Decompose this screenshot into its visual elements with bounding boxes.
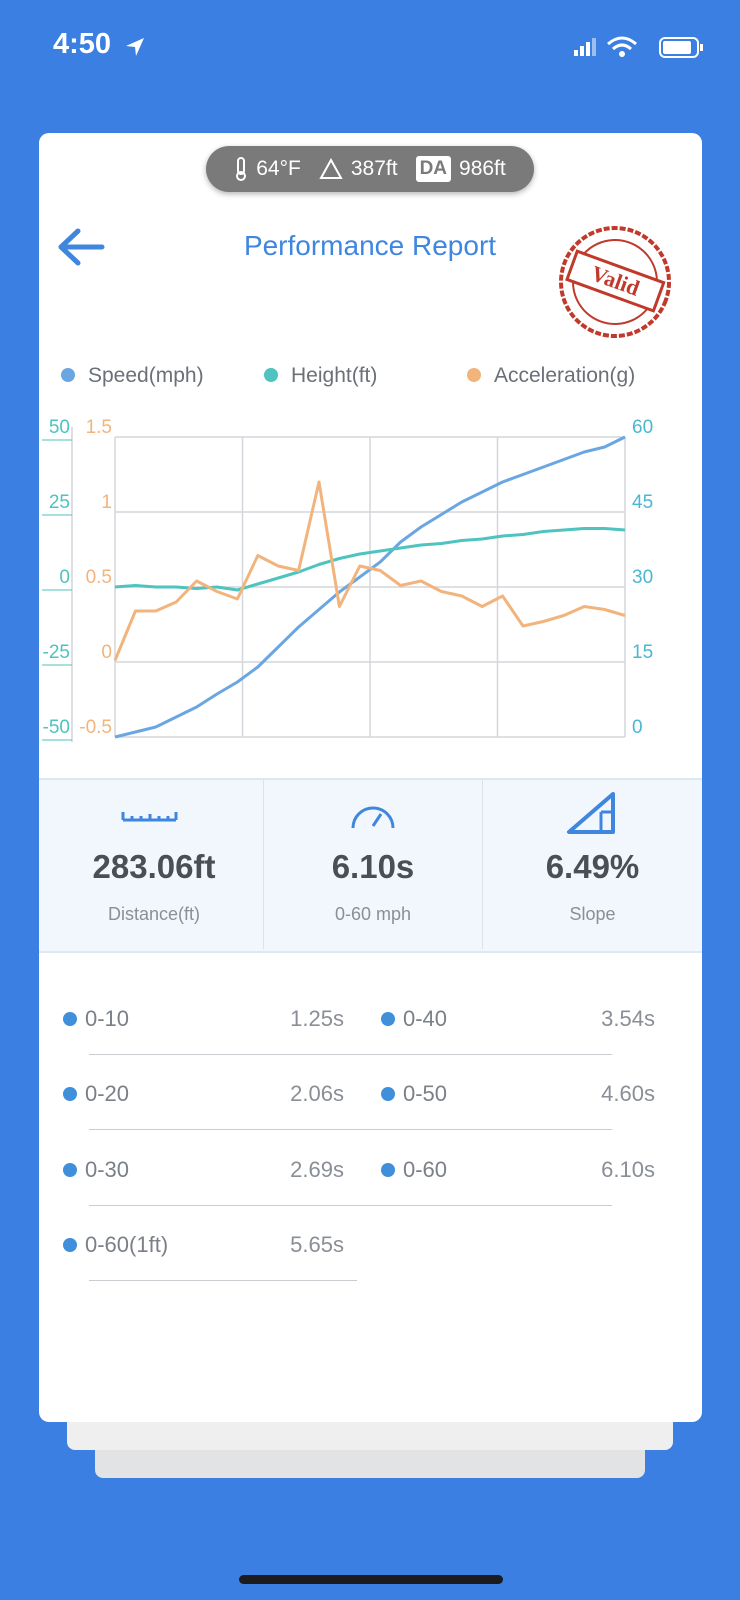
split-divider	[89, 1280, 357, 1281]
split-label: 0-30	[85, 1157, 130, 1182]
y3-tick-label: 0	[101, 642, 112, 663]
y2-tick-label: 60	[632, 417, 653, 438]
split-marker	[381, 1163, 395, 1177]
location-icon	[126, 38, 144, 56]
split-label: 0-20	[85, 1081, 130, 1106]
split-label: 0-40	[403, 1006, 448, 1031]
y-tick-label: 25	[49, 492, 70, 513]
split-marker	[63, 1012, 77, 1026]
status-icons	[574, 36, 703, 58]
split-time: 5.65s	[290, 1232, 344, 1257]
chart: Speed(mph) Height(ft) Acceleration(g) -50 -2…	[42, 364, 653, 742]
split-marker	[381, 1012, 395, 1026]
altitude-icon	[319, 158, 343, 179]
y2-tick-label: 30	[632, 567, 653, 588]
split-divider	[357, 1054, 612, 1055]
stat-label: Slope	[569, 904, 616, 924]
split-marker	[63, 1238, 77, 1252]
series-line	[113, 480, 626, 662]
back-button[interactable]	[56, 226, 106, 268]
stat-value: 283.06ft	[92, 848, 216, 885]
legend-label: Height(ft)	[291, 364, 377, 387]
split-time: 6.10s	[601, 1157, 655, 1182]
ruler-icon	[121, 812, 178, 822]
y2-tick-label: 45	[632, 492, 653, 513]
stat-value: 6.49%	[545, 848, 640, 885]
legend-label: Acceleration(g)	[494, 364, 635, 387]
series-line	[114, 527, 626, 592]
status-time: 4:50	[53, 28, 112, 60]
split-label: 0-60(1ft)	[85, 1232, 169, 1257]
report-card	[39, 133, 702, 1422]
home-indicator	[239, 1575, 503, 1584]
y3-tick-label: 1	[101, 492, 112, 513]
page-title: Performance Report	[243, 230, 497, 261]
split-time: 2.06s	[290, 1081, 344, 1106]
split-divider	[89, 1205, 357, 1206]
valid-stamp: Valid	[559, 226, 671, 338]
stat-label: Distance(ft)	[107, 904, 201, 924]
split-label: 0-50	[403, 1081, 448, 1106]
y3-tick-label: -0.5	[79, 717, 112, 738]
altitude: 387ft	[350, 157, 398, 180]
thermometer-icon	[236, 157, 247, 181]
split-label: 0-60	[403, 1157, 448, 1182]
y2-tick-label: 0	[632, 717, 643, 738]
conditions-pill: 64°F 387ft DA 986ft	[206, 146, 534, 192]
y2-tick-label: 15	[632, 642, 653, 663]
speedometer-icon	[351, 806, 395, 829]
split-time: 3.54s	[601, 1006, 655, 1031]
legend-marker	[264, 368, 278, 382]
split-divider	[89, 1054, 357, 1055]
split-divider	[357, 1205, 612, 1206]
temperature: 64°F	[256, 157, 301, 180]
divider	[263, 780, 264, 949]
split-label: 0-10	[85, 1006, 130, 1031]
split-time: 1.25s	[290, 1006, 344, 1031]
y3-tick-label: 0.5	[86, 567, 112, 588]
y-tick-label: -25	[43, 642, 70, 663]
y-tick-label: 50	[49, 417, 70, 438]
stat-value: 6.10s	[331, 848, 415, 885]
split-marker	[63, 1163, 77, 1177]
split-marker	[63, 1087, 77, 1101]
legend-marker	[61, 368, 75, 382]
split-marker	[381, 1087, 395, 1101]
split-divider	[89, 1129, 357, 1130]
density-altitude-label: DA	[415, 156, 452, 182]
slope-icon	[567, 792, 615, 834]
density-altitude: 986ft	[459, 157, 506, 180]
divider	[482, 780, 483, 949]
legend-label: Speed(mph)	[88, 364, 204, 387]
legend-marker	[467, 368, 481, 382]
split-time: 2.69s	[290, 1157, 344, 1182]
y-tick-label: 0	[59, 567, 70, 588]
split-time: 4.60s	[601, 1081, 655, 1106]
split-divider	[357, 1129, 612, 1130]
y-tick-label: -50	[43, 717, 70, 738]
y3-tick-label: 1.5	[86, 417, 112, 438]
stat-label: 0-60 mph	[334, 904, 412, 924]
